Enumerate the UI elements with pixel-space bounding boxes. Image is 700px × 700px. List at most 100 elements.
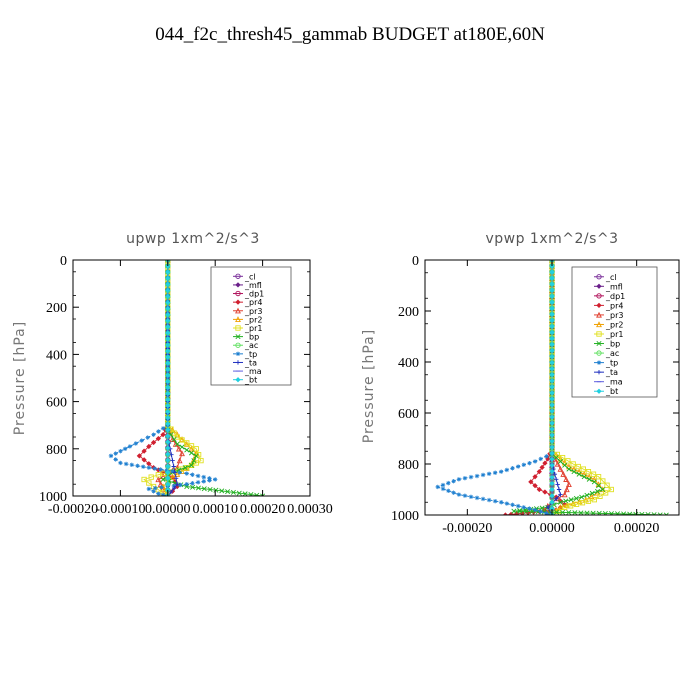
series-marker-pr3	[560, 470, 567, 477]
series-marker-pr1	[188, 443, 195, 449]
series-marker-tp	[151, 489, 156, 494]
series-marker-bp	[184, 447, 190, 453]
series-marker-tp	[521, 462, 526, 468]
series-marker-bt	[165, 475, 171, 481]
vpwp-panel: vpwp 1xm^2/s^3 Pressure [hPa] 0 200 400 600 80…	[361, 231, 680, 536]
series-marker-tp	[499, 469, 504, 474]
series-marker-tp	[492, 498, 498, 504]
legend-label: _bt	[605, 387, 618, 396]
series-marker-pr1	[585, 469, 592, 475]
series-marker-tp	[486, 471, 492, 477]
series-marker-bp	[589, 490, 595, 496]
series-marker-bt	[165, 318, 171, 324]
series-marker-bt	[549, 293, 555, 299]
series-marker-ta	[170, 458, 175, 463]
series-marker-bp	[579, 494, 585, 500]
series-marker-bt	[165, 403, 171, 409]
series-marker-bp	[560, 509, 566, 515]
legend: _cl_mfl_dp1_pr4_pr3_pr2_pr1_bp_ac_tp_ta_…	[210, 266, 292, 386]
series-marker-bp	[193, 453, 199, 459]
series-marker-pr1	[580, 466, 586, 472]
series-marker-bp	[576, 471, 582, 477]
series-marker-pr4	[536, 486, 542, 493]
series-marker-tp	[474, 473, 480, 479]
series-marker-bt	[549, 420, 555, 426]
series-marker-bt	[165, 336, 171, 342]
series-marker-bt	[165, 324, 171, 330]
series-marker-pr1	[193, 446, 199, 452]
y-axis-label: Pressure [hPa]	[12, 321, 28, 435]
series-marker-bt	[549, 372, 555, 378]
series-marker-bt	[549, 305, 555, 311]
series-marker-tp	[118, 448, 123, 454]
series-marker-bp	[182, 465, 188, 471]
series-marker-bt	[165, 390, 171, 397]
series-marker-bp	[260, 493, 266, 496]
series-marker-pr2	[169, 473, 176, 480]
series-marker-bt	[549, 335, 555, 342]
series-marker-pr4	[141, 457, 147, 463]
series-marker-bp	[184, 484, 190, 490]
series-marker-bp	[615, 511, 621, 515]
series-marker-tp	[440, 482, 446, 488]
series-marker-bt	[165, 396, 171, 403]
legend-marker	[596, 274, 602, 280]
series-marker-tp	[170, 469, 175, 474]
series-marker-tp	[159, 485, 164, 490]
series-marker-bp	[201, 486, 207, 492]
series-marker-bp	[554, 509, 560, 515]
series-marker-tp	[152, 466, 157, 471]
series-marker-bp	[566, 510, 572, 515]
series-marker-tp	[527, 460, 532, 466]
series-marker-pr1	[604, 482, 610, 488]
series-marker-pr1	[150, 483, 157, 490]
series-marker-bt	[165, 269, 171, 275]
series-marker-ta	[171, 485, 177, 491]
series-marker-bt	[165, 451, 171, 457]
x-tick-label: 0.00030	[287, 502, 333, 517]
series-marker-pr1	[570, 461, 576, 467]
series-marker-bt	[549, 378, 555, 384]
series-marker-pr2	[588, 493, 595, 499]
series-marker-bt	[549, 347, 555, 354]
legend-label: _ac	[244, 341, 258, 350]
series-marker-bt	[549, 499, 555, 505]
series-marker-bp	[584, 510, 590, 515]
series-marker-bp	[581, 474, 587, 480]
figure-title: 044_f2c_thresh45_gammab BUDGET at180E,60…	[155, 24, 545, 45]
series-marker-bp	[563, 498, 569, 504]
series-marker-pr3	[566, 481, 572, 488]
legend-label: _bp	[244, 333, 259, 342]
series-marker-tp	[446, 480, 451, 486]
series-marker-tp	[486, 497, 492, 503]
series-marker-tp	[504, 501, 510, 506]
series-marker-bt	[165, 439, 171, 445]
legend-label: _bp	[605, 340, 620, 349]
series-marker-bp	[213, 487, 219, 493]
series-marker-bt	[549, 323, 555, 330]
legend-marker	[235, 299, 241, 305]
series-marker-tp	[213, 477, 218, 482]
series-marker-bt	[165, 457, 171, 463]
legend-box	[210, 266, 292, 386]
legend-label: _pr2	[605, 320, 623, 329]
series-marker-tp	[184, 482, 189, 487]
series-marker-pr1	[555, 508, 562, 514]
series-marker-tp	[139, 438, 144, 443]
series-marker-tp	[515, 503, 521, 509]
series-marker-pr4	[532, 483, 538, 489]
legend-label: _mfl	[605, 282, 623, 291]
series-marker-tp	[510, 466, 515, 471]
series-marker-ta	[168, 489, 174, 495]
series-marker-tp	[160, 492, 166, 496]
series-marker-tp	[129, 462, 134, 468]
series-marker-bp	[188, 462, 195, 468]
series-marker-tp	[527, 506, 532, 511]
legend-label: _dp1	[244, 290, 264, 299]
series-marker-tp	[207, 478, 212, 483]
series-marker-bp	[663, 512, 669, 515]
series-marker-pr4	[542, 489, 548, 495]
legend-marker	[596, 321, 602, 328]
series-marker-bp	[179, 444, 185, 450]
legend-marker	[235, 273, 241, 279]
